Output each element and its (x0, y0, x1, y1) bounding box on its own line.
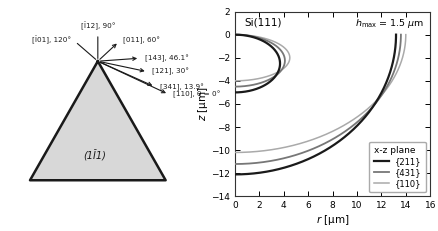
Text: [121], 30°: [121], 30° (152, 68, 189, 76)
Text: Si(111): Si(111) (244, 17, 282, 27)
X-axis label: $r$ [μm]: $r$ [μm] (315, 213, 349, 227)
Text: (1Ĭ1): (1Ĭ1) (83, 149, 106, 160)
Text: [143], 46.1°: [143], 46.1° (144, 55, 188, 62)
Legend: {211}, {431}, {110}: {211}, {431}, {110} (369, 142, 425, 192)
Text: [341], 13.9°: [341], 13.9° (159, 83, 203, 91)
Text: [Ĭ12], 90°: [Ĭ12], 90° (81, 22, 115, 30)
Text: [011], 60°: [011], 60° (123, 36, 160, 44)
Polygon shape (30, 61, 165, 180)
Text: [Ĭ01], 120°: [Ĭ01], 120° (32, 36, 71, 44)
Text: $h_\mathrm{max}$ = 1.5 $\mu$m: $h_\mathrm{max}$ = 1.5 $\mu$m (354, 17, 424, 30)
Y-axis label: $z$ [μm]: $z$ [μm] (195, 87, 209, 121)
Text: [110], θ = 0°: [110], θ = 0° (173, 91, 220, 98)
